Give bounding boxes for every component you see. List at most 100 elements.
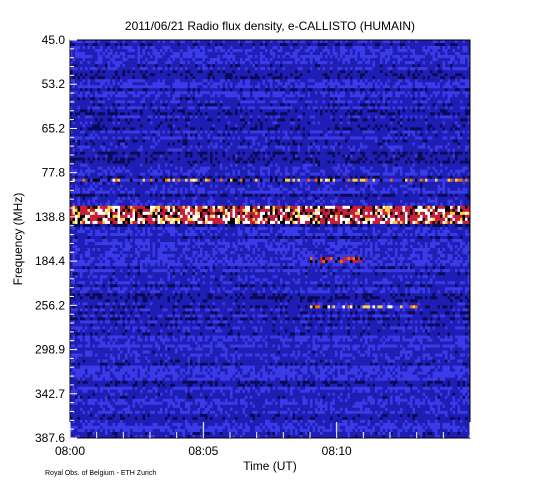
- heatmap-cell: [430, 127, 433, 131]
- heatmap-cell: [237, 73, 241, 77]
- heatmap-cell: [260, 79, 263, 83]
- heatmap-cell: [297, 91, 301, 95]
- heatmap-cell: [292, 55, 296, 59]
- heatmap-cell: [375, 130, 378, 134]
- heatmap-cell: [232, 76, 236, 80]
- heatmap-cell: [377, 109, 381, 113]
- heatmap-cell: [197, 112, 201, 116]
- heatmap-cell: [200, 91, 203, 95]
- heatmap-cell: [265, 49, 268, 53]
- heatmap-cell: [335, 70, 338, 74]
- heatmap-cell: [97, 52, 101, 56]
- heatmap-cell: [72, 76, 76, 80]
- heatmap-cell: [282, 118, 286, 122]
- heatmap-cell: [215, 97, 218, 101]
- heatmap-cell: [392, 97, 396, 101]
- heatmap-cell: [432, 46, 436, 50]
- heatmap-cell: [80, 64, 83, 68]
- heatmap-cell: [117, 109, 121, 113]
- heatmap-cell: [330, 46, 333, 50]
- heatmap-cell: [365, 106, 368, 110]
- heatmap-cell: [315, 109, 318, 113]
- heatmap-cell: [147, 52, 151, 56]
- heatmap-cell: [360, 52, 363, 56]
- heatmap-cell: [155, 82, 158, 86]
- heatmap-cell: [350, 79, 353, 83]
- heatmap-cell: [315, 130, 318, 134]
- heatmap-cell: [337, 88, 341, 92]
- heatmap-cell: [287, 76, 291, 80]
- heatmap-cell: [312, 58, 316, 62]
- heatmap-cell: [282, 100, 286, 104]
- heatmap-cell: [370, 67, 373, 71]
- heatmap-cell: [337, 76, 341, 80]
- heatmap-cell: [77, 130, 81, 134]
- heatmap-cell: [290, 79, 293, 83]
- heatmap-cell: [105, 55, 108, 59]
- heatmap-cell: [375, 121, 378, 125]
- heatmap-cell: [140, 49, 143, 53]
- heatmap-cell: [317, 58, 321, 62]
- heatmap-cell: [222, 58, 226, 62]
- heatmap-cell: [247, 58, 251, 62]
- heatmap-cell: [200, 58, 203, 62]
- heatmap-cell: [347, 76, 351, 80]
- heatmap-cell: [165, 91, 168, 95]
- heatmap-cell: [92, 55, 96, 59]
- heatmap-cell: [160, 121, 163, 125]
- heatmap-cell: [397, 115, 401, 119]
- heatmap-cell: [157, 55, 161, 59]
- heatmap-cell: [180, 115, 183, 119]
- heatmap-cell: [465, 55, 468, 59]
- heatmap-cell: [197, 91, 201, 95]
- heatmap-cell: [75, 43, 78, 47]
- heatmap-cell: [427, 76, 431, 80]
- heatmap-cell: [227, 106, 231, 110]
- heatmap-cell: [370, 82, 373, 86]
- heatmap-cell: [287, 49, 291, 53]
- heatmap-cell: [187, 61, 191, 65]
- heatmap-cell: [275, 127, 278, 131]
- heatmap-cell: [280, 55, 283, 59]
- heatmap-cell: [345, 97, 348, 101]
- heatmap-cell: [347, 124, 351, 128]
- heatmap-cell: [82, 106, 86, 110]
- heatmap-cell: [375, 67, 378, 71]
- heatmap-cell: [300, 109, 303, 113]
- heatmap-cell: [122, 55, 126, 59]
- heatmap-cell: [467, 112, 471, 116]
- heatmap-cell: [135, 85, 138, 89]
- heatmap-cell: [232, 106, 236, 110]
- heatmap-cell: [350, 58, 353, 62]
- heatmap-cell: [102, 127, 106, 131]
- heatmap-cell: [172, 64, 176, 68]
- heatmap-cell: [437, 112, 441, 116]
- heatmap-cell: [237, 40, 241, 44]
- heatmap-cell: [217, 109, 221, 113]
- heatmap-cell: [150, 64, 153, 68]
- heatmap-cell: [252, 70, 256, 74]
- heatmap-cell: [465, 91, 468, 95]
- heatmap-cell: [232, 118, 236, 122]
- heatmap-cell: [220, 106, 223, 110]
- heatmap-cell: [235, 118, 238, 122]
- heatmap-cell: [417, 58, 421, 62]
- heatmap-cell: [367, 100, 371, 104]
- heatmap-cell: [405, 46, 408, 50]
- heatmap-cell: [372, 73, 376, 77]
- heatmap-cell: [132, 58, 136, 62]
- heatmap-cell: [377, 82, 381, 86]
- heatmap-cell: [127, 79, 131, 83]
- heatmap-cell: [455, 94, 458, 98]
- heatmap-cell: [185, 91, 188, 95]
- heatmap-cell: [77, 91, 81, 95]
- heatmap-cell: [385, 85, 388, 89]
- heatmap-cell: [187, 112, 191, 116]
- heatmap-cell: [442, 97, 446, 101]
- heatmap-cell: [117, 82, 121, 86]
- heatmap-cell: [332, 73, 336, 77]
- heatmap-cell: [125, 85, 128, 89]
- heatmap-cell: [350, 112, 353, 116]
- heatmap-cell: [97, 94, 101, 98]
- heatmap-cell: [90, 133, 93, 137]
